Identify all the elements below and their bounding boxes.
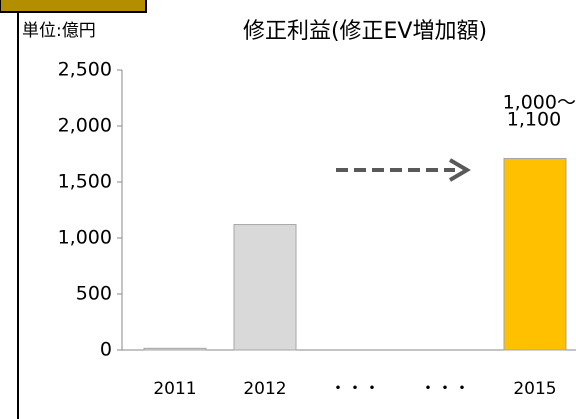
x-tick-label: ・・・ <box>330 379 381 399</box>
y-tick-label: 2,500 <box>58 59 112 81</box>
header-tab <box>0 0 147 13</box>
annotation: 1,000～ <box>503 92 576 114</box>
bar <box>503 157 567 351</box>
y-tick-label: 500 <box>76 283 112 305</box>
y-tick-label: 2,000 <box>58 115 112 137</box>
x-tick-label: 2011 <box>153 379 196 399</box>
x-tick-label: ・・・ <box>420 379 471 399</box>
unit-label: 単位:億円 <box>22 21 96 41</box>
bar <box>233 224 297 351</box>
y-tick-label: 0 <box>100 339 112 361</box>
y-tick-label: 1,500 <box>58 171 112 193</box>
y-tick-label: 1,000 <box>58 227 112 249</box>
x-tick-label: 2015 <box>513 379 556 399</box>
bar <box>143 347 207 351</box>
annotation: 1,100 <box>507 109 561 131</box>
chart-title: 修正利益(修正EV増加額) <box>243 19 487 44</box>
arrow-head <box>448 158 471 182</box>
x-tick-label: 2012 <box>243 379 286 399</box>
